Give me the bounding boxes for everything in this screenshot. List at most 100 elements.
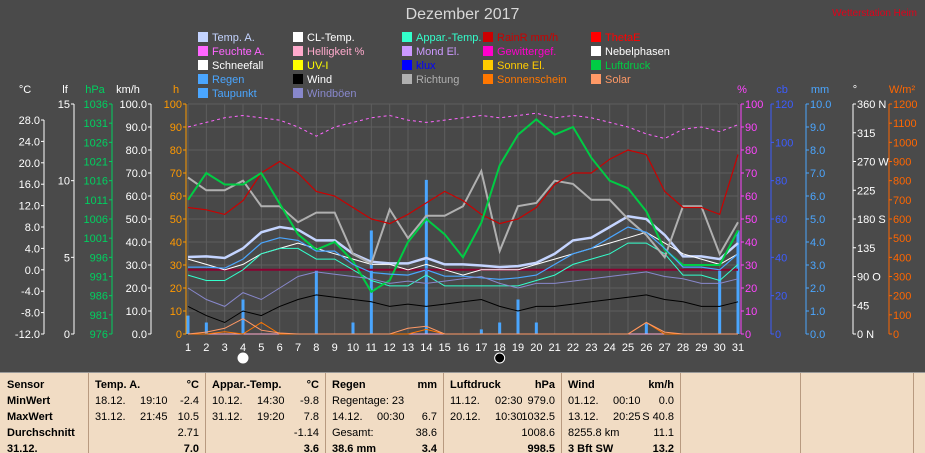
left-axis-tick: 10 [170, 306, 182, 318]
right-axis-tick: 1000 [893, 137, 917, 149]
table-column-sensor: Sensor MinWert MaxWert Durchschnitt 31.12. [0, 373, 89, 453]
table-cell: 979.0 [527, 395, 555, 407]
left-axis-tick: 40.0 [126, 237, 147, 249]
left-axis-tick: 90 [170, 122, 182, 134]
legend-item: Helligkeit % [293, 46, 364, 59]
right-axis-tick: 0 [775, 329, 781, 341]
x-tick-label: 8 [313, 342, 319, 354]
legend-label: Appar.-Temp. [416, 32, 482, 44]
table-cell: 02:30 [495, 395, 523, 407]
right-axis-tick: 40 [775, 252, 787, 264]
legend-swatch [402, 46, 412, 56]
table-column: Appar.-Temp. °C 10.12. 14:30 -9.8 31.12. 19:20… [205, 373, 326, 453]
legend-label: Mond El. [416, 46, 460, 58]
left-axis-tick: 100 [164, 99, 182, 111]
right-axis-label: % [737, 84, 747, 96]
legend-swatch [402, 60, 412, 70]
legend-label: CL-Temp. [307, 32, 355, 44]
legend-item: Wind [293, 74, 332, 87]
left-axis-tick: 50 [170, 214, 182, 226]
x-tick-label: 11 [366, 342, 377, 354]
right-axis-tick: 6.0 [810, 191, 825, 203]
legend-swatch [591, 74, 601, 84]
left-axis-tick: -12.0 [15, 329, 40, 341]
right-axis-label: mm [811, 84, 829, 96]
table-row-label: MinWert [7, 395, 51, 407]
left-axis-tick: 24.0 [19, 136, 40, 148]
rain-bar [534, 322, 538, 334]
station-link[interactable]: Wetterstation Heim [832, 8, 917, 19]
x-tick-label: 19 [512, 342, 524, 354]
series-feuchte-a- [187, 112, 739, 140]
legend-swatch [198, 60, 208, 70]
right-axis-tick: 360 N [857, 99, 886, 111]
left-axis-tick: 60.0 [126, 191, 147, 203]
right-axis-tick: 0 [745, 329, 751, 341]
x-tick-label: 9 [332, 342, 338, 354]
legend-swatch [402, 32, 412, 42]
right-axis-tick: 60 [775, 214, 787, 226]
x-tick-label: 18 [494, 342, 506, 354]
table-cell: 10.5 [177, 411, 199, 423]
right-axis-tick: 80 [775, 176, 787, 188]
right-axis-tick: 10 [745, 306, 757, 318]
right-axis-tick: 400 [893, 252, 911, 264]
table-cell: 2.71 [177, 427, 199, 439]
legend-label: Schneefall [212, 60, 264, 72]
series-temp-a- [187, 214, 739, 269]
left-axis-tick: -4.0 [21, 286, 40, 298]
x-tick-label: 21 [549, 342, 561, 354]
right-axis-tick: 9.0 [810, 122, 825, 134]
x-tick-label: 3 [222, 342, 228, 354]
legend-label: Taupunkt [212, 88, 257, 100]
table-column-empty [680, 373, 801, 453]
table-cell: 10:30 [495, 411, 523, 423]
right-axis-tick: 3.0 [810, 260, 825, 272]
table-cell: 10.12. [212, 395, 243, 407]
series-luftdruck [187, 117, 739, 294]
legend-swatch [591, 32, 601, 42]
legend-item: Sonne El. [483, 60, 545, 73]
table-row-label: MaxWert [7, 411, 53, 423]
table-row-label: Sensor [7, 379, 45, 391]
legend-swatch [591, 46, 601, 56]
left-axis-tick: 20.0 [19, 158, 40, 170]
left-axis-tick: -8.0 [21, 308, 40, 320]
legend-label: Sonne El. [497, 60, 545, 72]
left-axis-tick: 16.0 [19, 179, 40, 191]
table-cell: 20.12. [450, 411, 481, 423]
x-tick-label: 17 [475, 342, 487, 354]
left-axis-tick: 991 [90, 272, 108, 284]
table-cell: 3 Bft SW [568, 443, 614, 453]
table-cell: 7.8 [303, 411, 319, 423]
table-cell: 19:10 [140, 395, 168, 407]
table-cell: 31.12. [212, 411, 243, 423]
left-axis-tick: 1011 [84, 195, 108, 207]
right-axis-tick: 70 [745, 168, 757, 180]
left-axis-tick: 30.0 [126, 260, 147, 272]
legend-item: Windböen [293, 88, 357, 101]
table-cell: 21:45 [140, 411, 168, 423]
table-unit: °C [186, 379, 199, 391]
legend-item: CL-Temp. [293, 32, 355, 45]
table-unit: °C [306, 379, 319, 391]
right-axis-tick: 20 [745, 283, 757, 295]
rain-bar [498, 322, 502, 334]
left-axis-tick: 40 [170, 237, 182, 249]
legend-swatch [293, 88, 303, 98]
left-axis-label: hPa [85, 84, 105, 96]
table-cell: 1032.5 [521, 411, 555, 423]
x-tick-label: 6 [277, 342, 283, 354]
right-axis-tick: 270 W [857, 157, 889, 169]
statistics-table: Sensor MinWert MaxWert Durchschnitt 31.12. Te… [0, 372, 925, 453]
legend-swatch [198, 32, 208, 42]
legend-swatch [483, 60, 493, 70]
legend-swatch [293, 32, 303, 42]
left-axis-label: lf [62, 84, 68, 96]
left-axis-tick: 1021 [84, 157, 108, 169]
legend-item: klux [402, 60, 436, 73]
left-axis-tick: 0 [64, 329, 70, 341]
right-axis-tick: 800 [893, 176, 911, 188]
right-axis-tick: 500 [893, 233, 911, 245]
table-cell: S 40.8 [642, 411, 674, 423]
